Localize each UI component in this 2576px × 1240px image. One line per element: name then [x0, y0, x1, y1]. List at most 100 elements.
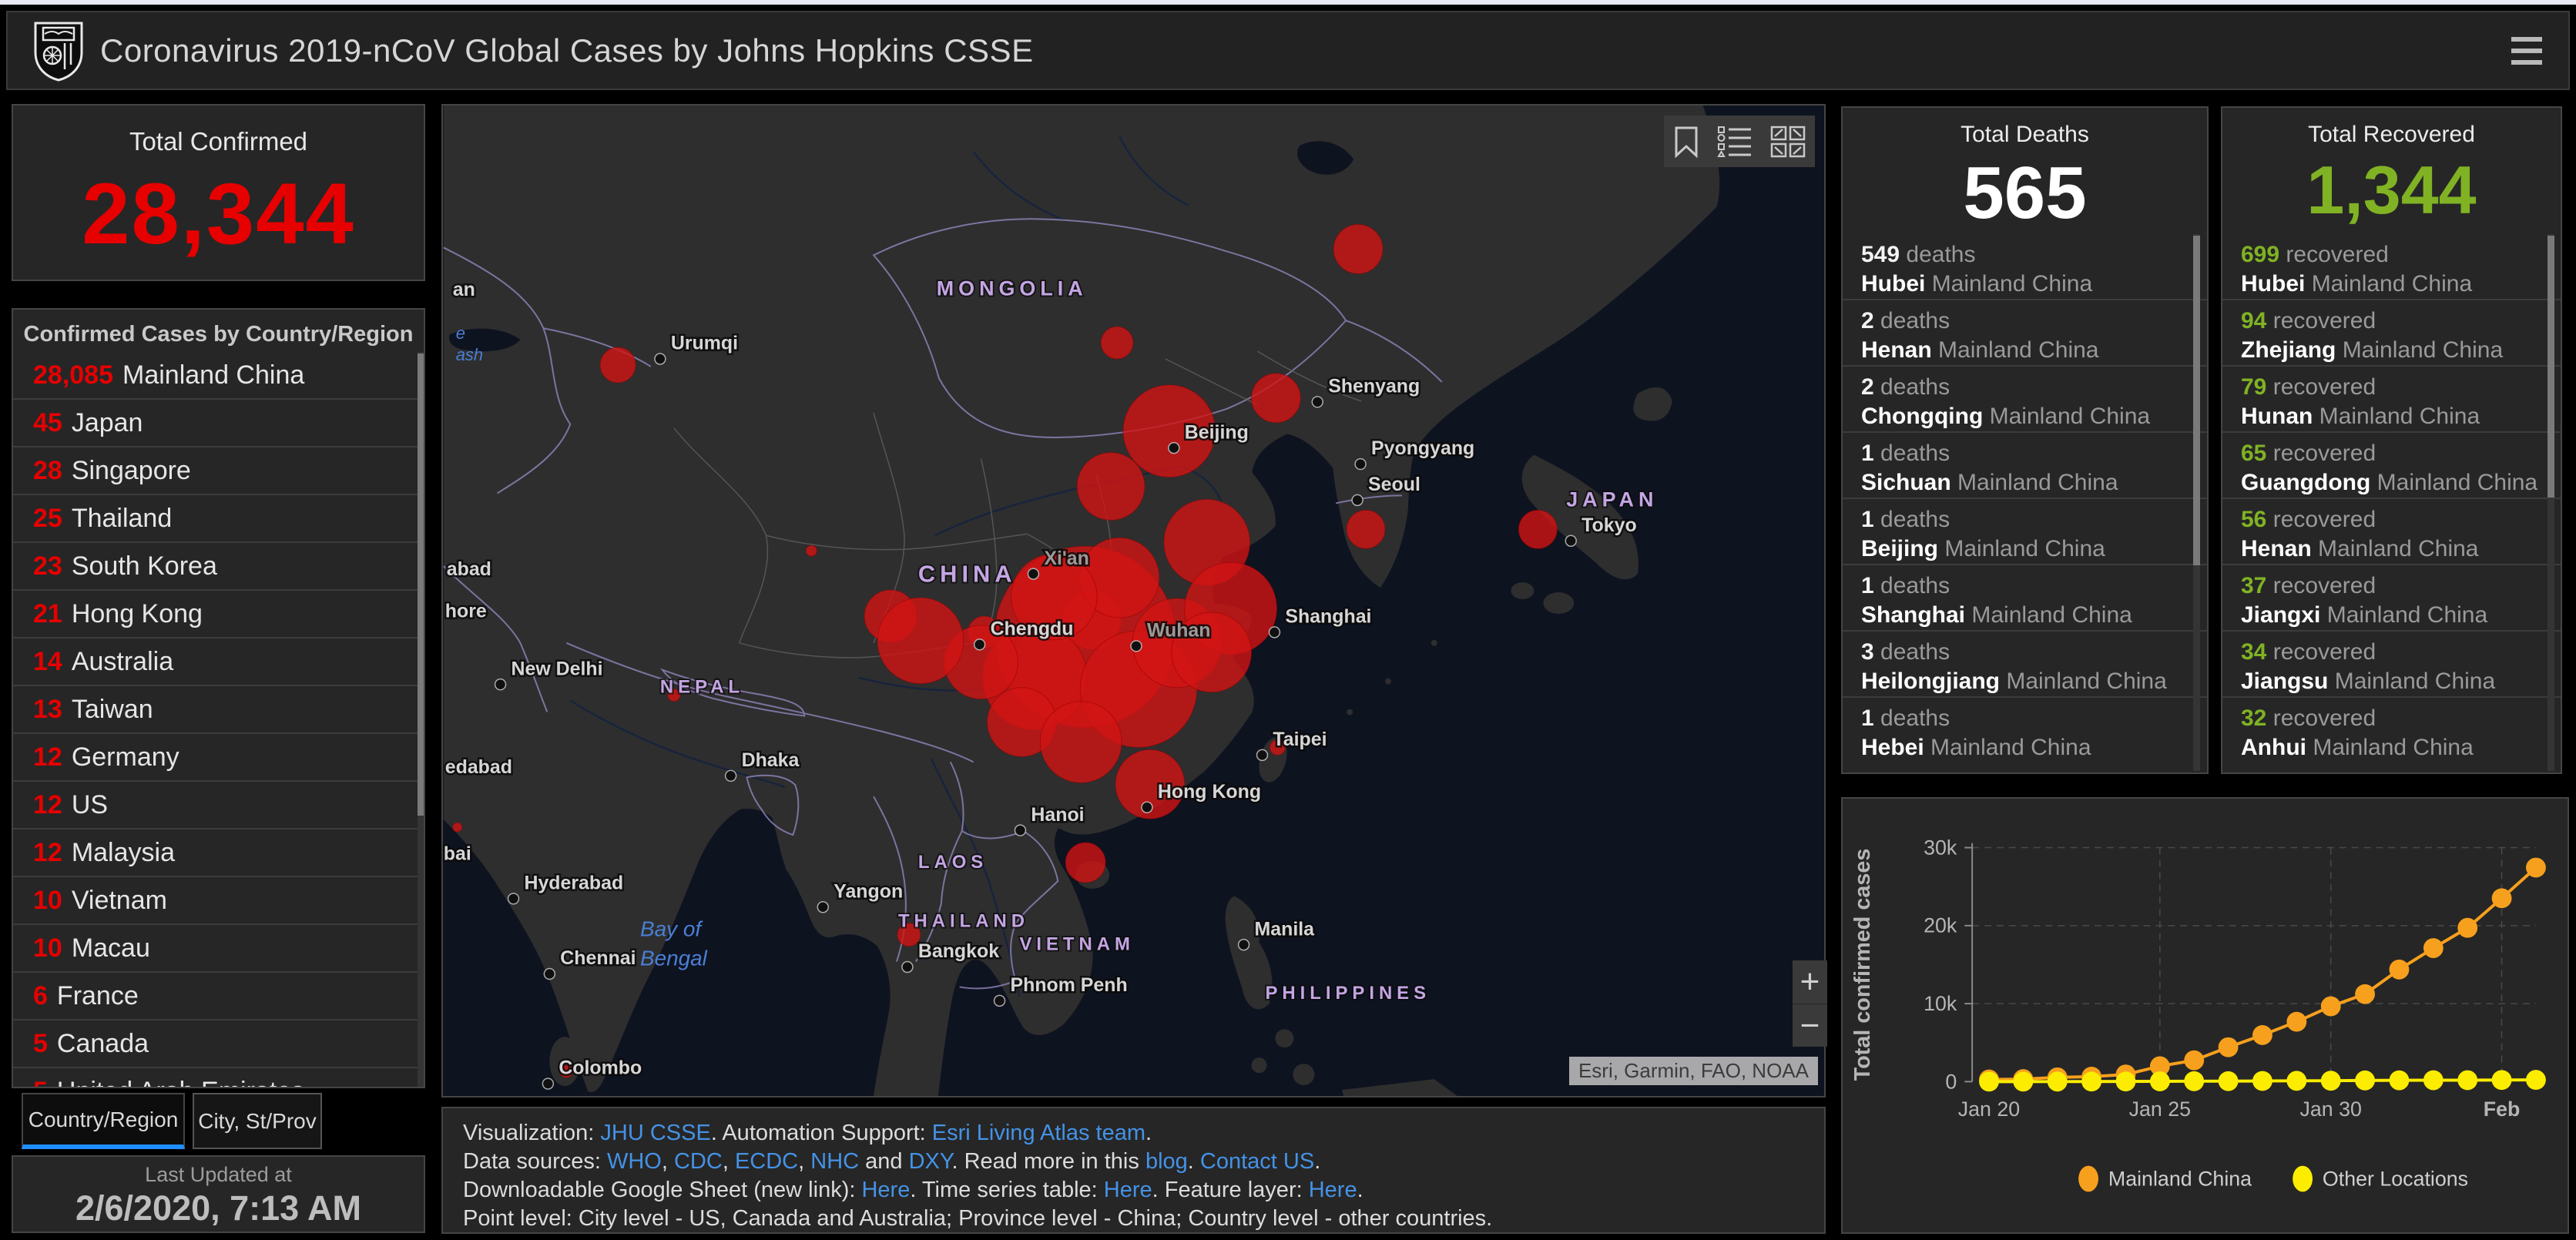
- legend-list-icon[interactable]: [1717, 126, 1753, 158]
- country-row[interactable]: 25 Thailand: [13, 494, 424, 541]
- case-bubble[interactable]: [1065, 842, 1106, 883]
- country-row[interactable]: 14 Australia: [13, 637, 424, 685]
- bookmark-icon[interactable]: [1673, 126, 1699, 158]
- data-point[interactable]: [2115, 1071, 2136, 1092]
- case-bubble[interactable]: [1333, 224, 1384, 274]
- country-row[interactable]: 45 Japan: [13, 398, 424, 446]
- case-bubble[interactable]: [805, 545, 817, 557]
- footer-link[interactable]: WHO: [606, 1149, 662, 1174]
- country-row[interactable]: 13 Taiwan: [13, 685, 424, 732]
- tab-country-region[interactable]: Country/Region: [22, 1093, 185, 1149]
- case-bubble[interactable]: [897, 923, 921, 947]
- tab-city-stprov[interactable]: City, St/Prov: [193, 1093, 322, 1149]
- case-bubble[interactable]: [1269, 739, 1286, 756]
- data-point[interactable]: [2149, 1056, 2170, 1077]
- footer-link[interactable]: NHC: [810, 1149, 860, 1174]
- deaths-row[interactable]: 1 deaths Sichuan Mainland China: [1843, 431, 2207, 498]
- data-point[interactable]: [2457, 1070, 2478, 1091]
- case-bubble[interactable]: [1122, 384, 1216, 478]
- country-row[interactable]: 28,085 Mainland China: [13, 352, 424, 398]
- case-bubble[interactable]: [559, 1064, 573, 1078]
- map-panel[interactable]: Urumqi Shenyang Beijing Pyongyang Seoul Tokyo…: [441, 104, 1827, 1098]
- country-row[interactable]: 23 South Korea: [13, 541, 424, 589]
- country-list-scrollbar-thumb[interactable]: [418, 354, 424, 816]
- footer-link[interactable]: Here: [1308, 1178, 1357, 1202]
- data-point[interactable]: [2526, 857, 2546, 878]
- case-bubble[interactable]: [1346, 509, 1386, 549]
- data-point[interactable]: [2218, 1037, 2239, 1057]
- recovered-row[interactable]: 65 recovered Guangdong Mainland China: [2222, 431, 2561, 498]
- recovered-row[interactable]: 32 recovered Anhui Mainland China: [2222, 696, 2561, 762]
- data-point[interactable]: [2149, 1071, 2170, 1091]
- data-point[interactable]: [2252, 1025, 2272, 1045]
- country-row[interactable]: 5 United Arab Emirates: [13, 1067, 424, 1087]
- footer-link[interactable]: Here: [1103, 1178, 1152, 1202]
- data-point[interactable]: [2457, 917, 2478, 938]
- country-row[interactable]: 12 Malaysia: [13, 828, 424, 876]
- fullscreen-icon[interactable]: [1770, 126, 1806, 158]
- data-point[interactable]: [2423, 938, 2444, 958]
- data-point[interactable]: [2184, 1071, 2205, 1091]
- data-point[interactable]: [2491, 1070, 2512, 1091]
- deaths-row[interactable]: 2 deaths Henan Mainland China: [1843, 299, 2207, 365]
- case-bubble[interactable]: [1100, 326, 1134, 360]
- data-point[interactable]: [2320, 1071, 2341, 1091]
- zoom-in-button[interactable]: +: [1793, 960, 1827, 1004]
- case-bubble[interactable]: [1251, 373, 1301, 424]
- country-row[interactable]: 28 Singapore: [13, 446, 424, 494]
- deaths-scrollbar-thumb[interactable]: [2193, 236, 2200, 565]
- deaths-row[interactable]: 1 deaths Hebei Mainland China: [1843, 696, 2207, 762]
- recovered-row[interactable]: 34 recovered Jiangsu Mainland China: [2222, 630, 2561, 696]
- data-point[interactable]: [2184, 1050, 2205, 1071]
- hamburger-menu-icon[interactable]: [2511, 37, 2542, 66]
- footer-link[interactable]: Esri Living Atlas team: [931, 1121, 1146, 1145]
- zoom-out-button[interactable]: −: [1793, 1004, 1827, 1047]
- data-point[interactable]: [2218, 1071, 2239, 1091]
- case-bubble[interactable]: [1039, 701, 1122, 783]
- recovered-row[interactable]: 94 recovered Zhejiang Mainland China: [2222, 299, 2561, 365]
- data-point[interactable]: [2526, 1070, 2546, 1090]
- data-point[interactable]: [2252, 1071, 2272, 1091]
- footer-link[interactable]: Here: [861, 1178, 911, 1202]
- case-bubble[interactable]: [667, 689, 681, 702]
- data-point[interactable]: [2286, 1071, 2307, 1091]
- recovered-row[interactable]: 79 recovered Hunan Mainland China: [2222, 365, 2561, 431]
- data-point[interactable]: [2491, 888, 2512, 909]
- country-row[interactable]: 12 Germany: [13, 732, 424, 780]
- case-bubble[interactable]: [1076, 452, 1145, 521]
- data-point[interactable]: [2286, 1011, 2307, 1032]
- country-row[interactable]: 6 France: [13, 971, 424, 1019]
- footer-link[interactable]: DXY: [908, 1149, 952, 1174]
- recovered-scrollbar[interactable]: [2547, 234, 2554, 771]
- footer-link[interactable]: Contact US: [1199, 1149, 1315, 1174]
- data-point[interactable]: [2047, 1071, 2068, 1092]
- country-row[interactable]: 12 US: [13, 780, 424, 828]
- case-bubble[interactable]: [1115, 749, 1186, 819]
- data-point[interactable]: [2389, 1070, 2410, 1091]
- deaths-row[interactable]: 549 deaths Hubei Mainland China: [1843, 234, 2207, 299]
- data-point[interactable]: [2355, 1070, 2375, 1091]
- data-point[interactable]: [2013, 1071, 2034, 1092]
- case-bubble[interactable]: [1518, 509, 1558, 549]
- country-row[interactable]: 5 Canada: [13, 1019, 424, 1067]
- deaths-row[interactable]: 1 deaths Shanghai Mainland China: [1843, 564, 2207, 630]
- footer-link[interactable]: CDC: [673, 1149, 723, 1174]
- map-canvas[interactable]: Urumqi Shenyang Beijing Pyongyang Seoul Tokyo…: [441, 106, 1824, 1096]
- data-point[interactable]: [2320, 996, 2341, 1017]
- deaths-row[interactable]: 1 deaths Beijing Mainland China: [1843, 498, 2207, 564]
- case-bubble[interactable]: [452, 822, 463, 833]
- data-point[interactable]: [2081, 1071, 2102, 1092]
- country-row[interactable]: 21 Hong Kong: [13, 589, 424, 637]
- footer-link[interactable]: JHU CSSE: [600, 1121, 711, 1145]
- case-bubble[interactable]: [599, 347, 636, 384]
- recovered-row[interactable]: 56 recovered Henan Mainland China: [2222, 498, 2561, 564]
- country-row[interactable]: 10 Vietnam: [13, 876, 424, 923]
- deaths-row[interactable]: 3 deaths Heilongjiang Mainland China: [1843, 630, 2207, 696]
- deaths-row[interactable]: 2 deaths Chongqing Mainland China: [1843, 365, 2207, 431]
- footer-link[interactable]: ECDC: [734, 1149, 799, 1174]
- recovered-row[interactable]: 699 recovered Hubei Mainland China: [2222, 234, 2561, 299]
- data-point[interactable]: [1979, 1071, 1999, 1092]
- data-point[interactable]: [2423, 1070, 2444, 1091]
- data-point[interactable]: [2389, 959, 2410, 980]
- footer-link[interactable]: blog: [1145, 1149, 1188, 1174]
